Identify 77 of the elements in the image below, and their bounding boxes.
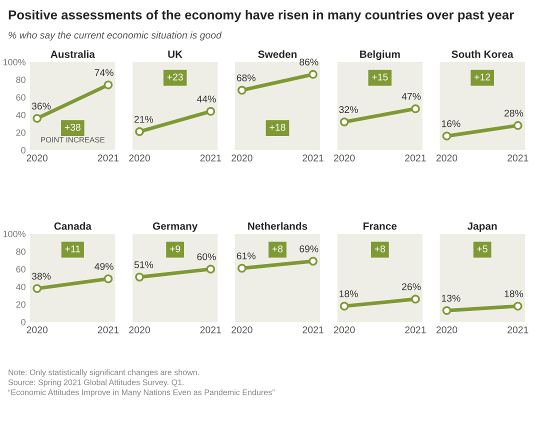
x-tick-label: 2021 xyxy=(98,326,119,334)
data-label: 47% xyxy=(402,93,421,100)
chart-title: Japan xyxy=(467,222,497,232)
x-tick-label: 2020 xyxy=(129,326,150,334)
data-label: 60% xyxy=(197,253,216,260)
chart-title: Belgium xyxy=(360,50,400,60)
data-label: 86% xyxy=(300,58,318,66)
data-label: 51% xyxy=(134,261,154,268)
x-tick-label: 2021 xyxy=(200,326,221,334)
data-label: 13% xyxy=(442,294,460,302)
x-tick-label: 2021 xyxy=(302,326,324,334)
source-note: Source: Spring 2021 Global Attitudes Survey. Q1. xyxy=(8,379,184,387)
data-label: 36% xyxy=(32,102,51,110)
y-tick-label: 60 xyxy=(16,266,26,272)
y-tick-label: 100% xyxy=(3,230,26,238)
x-tick-label: 2021 xyxy=(200,154,221,162)
annotation: +8 xyxy=(374,245,386,252)
y-tick-label: 20 xyxy=(16,129,26,136)
data-label: 21% xyxy=(134,116,154,123)
chart-title: Sweden xyxy=(258,50,297,58)
chart-title: Canada xyxy=(54,222,92,230)
annotation: +8 xyxy=(272,245,283,252)
x-tick-label: 2020 xyxy=(26,326,48,334)
annotation: +38 xyxy=(64,124,80,131)
x-tick-label: 2020 xyxy=(26,154,48,162)
chart-title: Australia xyxy=(50,50,96,58)
y-tick-label: 0 xyxy=(21,318,26,326)
data-label: 28% xyxy=(504,110,524,117)
text: Positive assessments of the economy have risen in many countries over past year xyxy=(8,10,514,22)
chart-title: Germany xyxy=(152,222,198,232)
x-tick-label: 2021 xyxy=(405,326,426,334)
data-label: 16% xyxy=(442,120,460,128)
annotation: +23 xyxy=(167,74,183,80)
chart-title: UK xyxy=(168,50,183,58)
data-label: 69% xyxy=(300,245,318,252)
annotation: +9 xyxy=(170,245,180,252)
data-label: 18% xyxy=(340,290,358,298)
chart-title: Netherlands xyxy=(248,222,308,230)
x-tick-label: 2021 xyxy=(302,154,324,162)
data-label: 44% xyxy=(196,96,216,102)
x-tick-label: 2021 xyxy=(405,154,426,162)
x-tick-label: 2020 xyxy=(129,154,150,162)
data-label: 49% xyxy=(94,263,114,270)
y-tick-label: 20 xyxy=(16,301,26,308)
data-label: 74% xyxy=(94,69,114,76)
text: “Economic Attitudes Improve in Many Nations Even as Pandemic Endures” xyxy=(8,389,275,397)
x-tick-label: 2021 xyxy=(508,326,528,334)
y-tick-label: 40 xyxy=(16,284,26,290)
data-label: 68% xyxy=(236,74,256,82)
annotation: +15 xyxy=(372,74,388,80)
data-label: 38% xyxy=(32,272,51,280)
annotation: +12 xyxy=(474,74,490,80)
chart-title: South Korea xyxy=(452,50,514,58)
text: % who say the current economic situation is good xyxy=(8,31,222,41)
y-tick-label: 60 xyxy=(16,94,26,101)
text: Note: Only statistically significant changes are shown. xyxy=(8,369,199,377)
y-tick-label: 80 xyxy=(16,76,26,83)
y-tick-label: 80 xyxy=(16,248,26,255)
x-tick-label: 2020 xyxy=(334,326,355,334)
y-tick-label: 40 xyxy=(16,112,26,118)
x-tick-label: 2020 xyxy=(436,326,458,334)
annotation: +5 xyxy=(477,246,488,252)
x-tick-label: 2021 xyxy=(508,154,528,162)
x-tick-label: 2021 xyxy=(98,154,119,162)
data-label: 26% xyxy=(402,283,421,290)
y-tick-label: 100% xyxy=(3,58,26,66)
annotation: +11 xyxy=(65,246,80,252)
y-tick-label: 0 xyxy=(21,147,26,154)
data-label: 61% xyxy=(236,252,256,260)
x-tick-label: 2020 xyxy=(334,154,355,162)
data-label: 18% xyxy=(504,290,524,298)
x-tick-label: 2020 xyxy=(436,154,458,162)
x-tick-label: 2020 xyxy=(232,154,252,162)
data-label: 32% xyxy=(339,106,358,114)
x-tick-label: 2020 xyxy=(232,326,252,334)
annotation: +18 xyxy=(270,124,286,131)
chart-title: France xyxy=(364,222,397,230)
